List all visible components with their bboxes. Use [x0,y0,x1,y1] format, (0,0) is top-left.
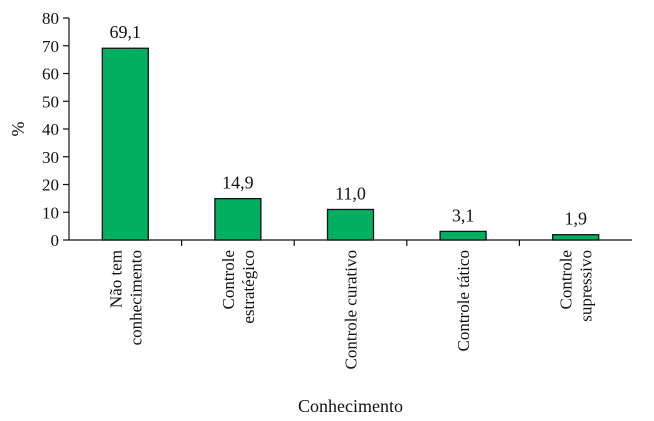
bars-group: 69,1 14,9 11,0 3,1 1,9 [101,22,600,246]
bar [552,234,600,241]
x-category-label: estratégico [239,250,258,324]
bar-value-label: 14,9 [222,173,254,193]
bar-value-label: 1,9 [564,209,587,229]
bar-value-label: 11,0 [335,183,366,203]
x-axis-title: Conhecimento [298,396,403,416]
y-tick-label: 70 [42,37,59,56]
x-category-label: Controle [557,250,576,310]
y-tick-label: 80 [42,9,59,28]
x-category-label: Não tem [106,250,125,308]
x-category-label: conhecimento [126,250,145,345]
y-tick-label: 60 [42,65,59,84]
x-category-label: Controle curativo [342,250,361,369]
x-category-label: Controle tático [454,250,473,352]
x-category-label: Controle [219,250,238,310]
y-axis-ticks: 0 10 20 30 40 50 60 70 80 [42,9,69,250]
y-tick-label: 40 [42,120,59,139]
bar [101,47,149,241]
x-axis-category-labels: Não tem conhecimento Controle estratégico Co… [106,250,595,369]
bar-value-label: 69,1 [110,22,142,42]
y-axis-title: % [8,122,28,137]
y-tick-label: 20 [42,176,59,195]
x-category-label: supressivo [577,250,596,322]
bar [326,208,375,241]
bar [214,198,262,241]
bar [439,230,487,241]
bar-value-label: 3,1 [452,205,475,225]
y-tick-label: 50 [42,92,59,111]
y-tick-label: 0 [51,231,60,250]
y-tick-label: 30 [42,148,59,167]
y-tick-label: 10 [42,203,59,222]
